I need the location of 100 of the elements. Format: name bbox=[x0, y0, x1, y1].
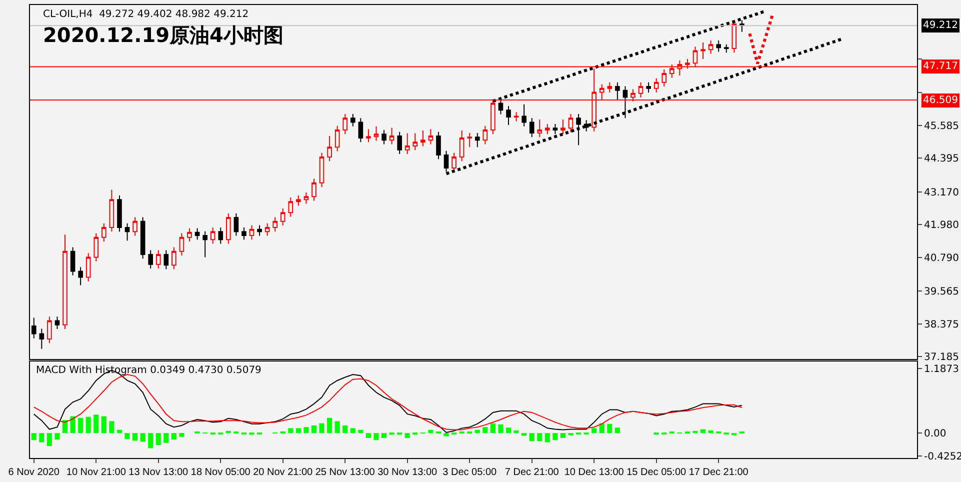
candlestick bbox=[482, 125, 488, 145]
candlestick bbox=[545, 123, 550, 135]
bar bbox=[700, 429, 706, 434]
candlestick bbox=[662, 68, 667, 87]
bar bbox=[179, 433, 184, 437]
candlestick bbox=[607, 82, 612, 94]
candlestick bbox=[179, 232, 184, 256]
candlestick bbox=[522, 104, 526, 127]
candlestick bbox=[264, 222, 270, 236]
candlestick bbox=[39, 328, 44, 350]
bar bbox=[101, 416, 106, 434]
y-tick-label: 38.375 bbox=[924, 319, 959, 330]
bar bbox=[334, 421, 340, 434]
candlestick bbox=[202, 230, 208, 258]
bar bbox=[716, 431, 722, 434]
bar bbox=[529, 433, 534, 442]
x-tick-label: 18 Nov 05:00 bbox=[190, 467, 251, 478]
bar bbox=[109, 421, 114, 434]
bar bbox=[94, 414, 99, 434]
y-tick-label: 44.395 bbox=[924, 154, 959, 165]
candlestick bbox=[452, 152, 456, 171]
candlestick bbox=[334, 125, 340, 152]
candlestick bbox=[350, 114, 356, 127]
bar bbox=[226, 430, 231, 434]
candlestick bbox=[397, 131, 402, 154]
candlestick bbox=[646, 82, 651, 94]
candlestick bbox=[117, 195, 122, 232]
candlestick bbox=[459, 130, 464, 162]
candlestick bbox=[132, 216, 138, 236]
bar bbox=[404, 433, 410, 438]
bar bbox=[31, 433, 36, 440]
candlestick bbox=[389, 127, 394, 145]
candlestick bbox=[172, 246, 176, 270]
candlestick bbox=[506, 106, 511, 126]
bar bbox=[506, 428, 512, 434]
candlestick bbox=[312, 178, 316, 202]
bar bbox=[132, 433, 138, 441]
bar bbox=[46, 433, 52, 446]
candlestick bbox=[732, 21, 737, 54]
candlestick bbox=[78, 266, 83, 286]
candlestick bbox=[242, 226, 246, 240]
text: 2020.12.19原油4小时图 bbox=[43, 23, 284, 47]
y-tick-label: 43.170 bbox=[924, 187, 959, 198]
chart-subtitle: CL-OIL,H4 49.272 49.402 48.982 49.212 bbox=[43, 9, 249, 20]
bar bbox=[537, 433, 542, 442]
bar bbox=[444, 433, 449, 436]
bar bbox=[607, 424, 612, 434]
y-tick-label: 1.1873 bbox=[924, 364, 959, 376]
bar bbox=[54, 433, 60, 440]
candlestick bbox=[272, 216, 278, 232]
x-tick-label: 6 Nov 2020 bbox=[8, 467, 60, 478]
candlestick bbox=[412, 132, 418, 151]
candlestick bbox=[615, 82, 620, 101]
x-tick-label: 13 Nov 13:00 bbox=[128, 467, 189, 478]
x-tick-label: 7 Dec 21:00 bbox=[504, 467, 560, 478]
bar bbox=[614, 428, 620, 434]
candlestick bbox=[342, 114, 348, 135]
bar bbox=[350, 428, 356, 434]
bar bbox=[560, 433, 566, 438]
bar bbox=[124, 433, 130, 440]
candlestick bbox=[187, 228, 192, 242]
candlestick bbox=[374, 126, 379, 142]
x-tick-label: 10 Dec 13:00 bbox=[564, 467, 624, 478]
bar bbox=[319, 423, 324, 434]
bar bbox=[164, 433, 169, 443]
candlestick bbox=[226, 212, 231, 244]
bar bbox=[381, 433, 387, 438]
candlestick bbox=[467, 132, 472, 148]
candlestick bbox=[47, 316, 52, 344]
candlestick bbox=[94, 232, 99, 262]
bar bbox=[498, 424, 504, 434]
bar bbox=[522, 433, 527, 436]
bar bbox=[78, 418, 84, 434]
y-tick-label: 45.585 bbox=[924, 120, 959, 132]
bar bbox=[358, 430, 364, 434]
bar bbox=[459, 431, 464, 434]
candlestick bbox=[194, 228, 200, 240]
bar bbox=[288, 428, 294, 434]
bar bbox=[474, 430, 480, 434]
bar bbox=[482, 427, 488, 434]
bar bbox=[692, 430, 698, 434]
candlestick bbox=[70, 246, 76, 276]
candlestick bbox=[436, 131, 441, 160]
candlestick bbox=[102, 222, 106, 242]
ref-line-label: 46.509 bbox=[923, 95, 958, 106]
candlestick bbox=[654, 78, 659, 94]
bar bbox=[374, 433, 379, 440]
x-tick-label: 15 Dec 05:00 bbox=[626, 467, 687, 478]
candlestick bbox=[148, 250, 154, 269]
candlestick bbox=[140, 216, 146, 260]
candlestick bbox=[716, 40, 721, 52]
candlestick bbox=[358, 118, 364, 143]
y-tick-label: 37.185 bbox=[924, 352, 959, 364]
bar bbox=[280, 431, 286, 434]
candlestick bbox=[560, 119, 566, 135]
bar bbox=[156, 433, 161, 445]
x-tick-label: 17 Dec 21:00 bbox=[688, 467, 749, 478]
candlestick bbox=[708, 40, 714, 54]
candlestick bbox=[638, 82, 644, 98]
ref-line-label: 49.212 bbox=[923, 20, 958, 31]
